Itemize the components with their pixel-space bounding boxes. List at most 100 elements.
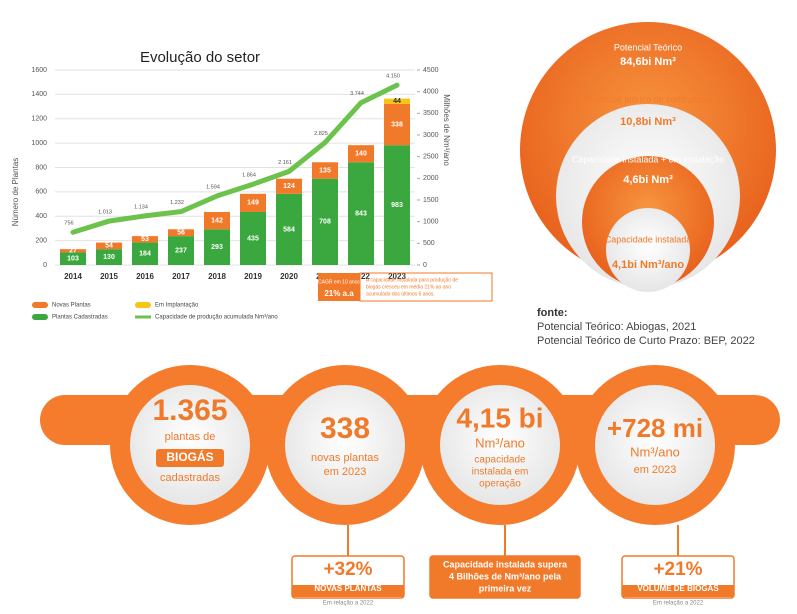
line-value-label: 1.013: [98, 210, 112, 216]
bar-segment: [276, 193, 302, 265]
y2-tick-label: 0: [423, 262, 427, 269]
y-axis-label: Número de Plantas: [11, 158, 20, 226]
bar-segment: [60, 252, 86, 265]
potential-circle: [606, 208, 690, 292]
cagr-text-box: [359, 272, 493, 302]
y2-tick-label: 2500: [423, 154, 439, 161]
highlight-text: capacidade: [474, 455, 526, 466]
bar-value-label: 237: [175, 247, 187, 254]
source-line: Potencial Teórico: Abiogas, 2021: [537, 321, 696, 333]
bar-segment: [96, 242, 122, 250]
bar-segment: [240, 211, 266, 265]
callout-text: Capacidade instalada supera: [443, 559, 568, 569]
y2-tick-label: 500: [423, 240, 435, 247]
bar-value-label: 708: [319, 219, 331, 226]
callout-text: Em relação a 2022: [323, 601, 374, 607]
callout-text: 4 Bilhões de Nm³/ano pela: [449, 571, 562, 581]
bar-value-label: 142: [211, 217, 223, 224]
highlight-text: em 2023: [634, 464, 677, 476]
bar-segment: [312, 178, 338, 265]
potential-value: 4,6bi Nm³: [623, 174, 673, 186]
highlight-text: instalada em: [472, 467, 529, 478]
legend-label: Capacidade de produção acumulada Nm³/ano: [155, 315, 278, 321]
potential-label: Potencial Teórico: [614, 42, 682, 52]
potential-label: Potencial teórico de curto prazo: [585, 94, 712, 104]
bar-segment: [240, 193, 266, 212]
bar-value-label: 56: [177, 230, 185, 237]
x-tick-label: 2019: [244, 272, 262, 281]
legend-swatch: [32, 302, 48, 308]
bar-value-label: 53: [141, 236, 149, 243]
bar-value-label: 140: [355, 151, 367, 158]
line-value-label: 2.161: [278, 160, 292, 166]
bar-segment: [204, 229, 230, 265]
highlight-text: em 2023: [324, 466, 367, 478]
x-tick-label: 2015: [100, 272, 118, 281]
line-value-label: 2.825: [314, 131, 328, 137]
callout-text: primeira vez: [479, 583, 532, 593]
bar-value-label: 184: [139, 251, 151, 258]
bar-value-label: 44: [393, 98, 401, 105]
legend-swatch: [135, 302, 151, 308]
y2-axis-label: Milhões de Nm³/ano: [442, 94, 451, 166]
bar-segment: [60, 249, 86, 253]
legend-label: Em Implantação: [155, 303, 199, 309]
callout-text: +21%: [653, 559, 702, 580]
source-title: fonte:: [537, 307, 568, 319]
bar-value-label: 983: [391, 202, 403, 209]
bar-value-label: 130: [103, 254, 115, 261]
line-value-label: 1.864: [242, 173, 256, 179]
y-tick-label: 1000: [31, 140, 47, 147]
bar-segment: [384, 104, 410, 146]
callout-band: [622, 585, 734, 597]
potential-value: 10,8bi Nm³: [620, 116, 676, 128]
y2-tick-label: 4000: [423, 89, 439, 96]
y-tick-label: 1200: [31, 116, 47, 123]
x-tick-label: 2017: [172, 272, 190, 281]
bar-value-label: 135: [319, 167, 331, 174]
legend-swatch: [32, 314, 48, 320]
line-value-label: 1.232: [170, 200, 184, 206]
callout-text: NOVAS PLANTAS: [314, 584, 382, 593]
highlight-text: novas plantas: [311, 452, 379, 464]
highlight-text: +728 mi: [607, 413, 703, 443]
biogas-tag: [156, 449, 224, 467]
highlight-text: cadastradas: [160, 472, 220, 484]
x-tick-label: 2022: [352, 272, 370, 281]
y-tick-label: 1400: [31, 91, 47, 98]
bar-value-label: 435: [247, 235, 259, 242]
line-value-label: 3.744: [350, 91, 364, 97]
y2-tick-label: 1000: [423, 219, 439, 226]
callout-text: VOLUME DE BIOGÁS: [637, 584, 719, 593]
highlight-text: Nm³/ano: [630, 444, 680, 459]
legend-label: Plantas Cadastradas: [52, 315, 108, 321]
y2-tick-label: 2000: [423, 175, 439, 182]
bar-value-label: 103: [67, 256, 79, 263]
source-line: Potencial Teórico de Curto Prazo: BEP, 2…: [537, 335, 755, 347]
bar-value-label: 124: [283, 183, 295, 190]
bar-segment: [168, 229, 194, 237]
cagr-rate: 21% a.a: [324, 289, 354, 298]
potential-value: 4,1bi Nm³/ano: [612, 259, 684, 271]
x-tick-label: 2023: [388, 272, 406, 281]
bar-segment: [348, 145, 374, 163]
y-tick-label: 200: [35, 237, 47, 244]
bar-segment: [348, 162, 374, 265]
bar-value-label: 54: [105, 243, 113, 250]
bar-segment: [312, 162, 338, 179]
y-tick-label: 1600: [31, 67, 47, 74]
highlight-text: plantas de: [165, 431, 216, 443]
bar-segment: [132, 242, 158, 265]
y-tick-label: 600: [35, 189, 47, 196]
highlight-text: 338: [320, 412, 370, 445]
callout-text: +32%: [323, 559, 372, 580]
line-value-label: 1.594: [206, 184, 220, 190]
potential-label: Capacidade instalada: [605, 234, 692, 244]
bar-segment: [132, 236, 158, 243]
highlight-text: operação: [479, 479, 521, 490]
highlight-text: BIOGÁS: [166, 449, 213, 464]
bar-value-label: 27: [69, 248, 77, 255]
x-tick-label: 2014: [64, 272, 82, 281]
bar-value-label: 843: [355, 210, 367, 217]
capacity-line: [70, 82, 400, 235]
